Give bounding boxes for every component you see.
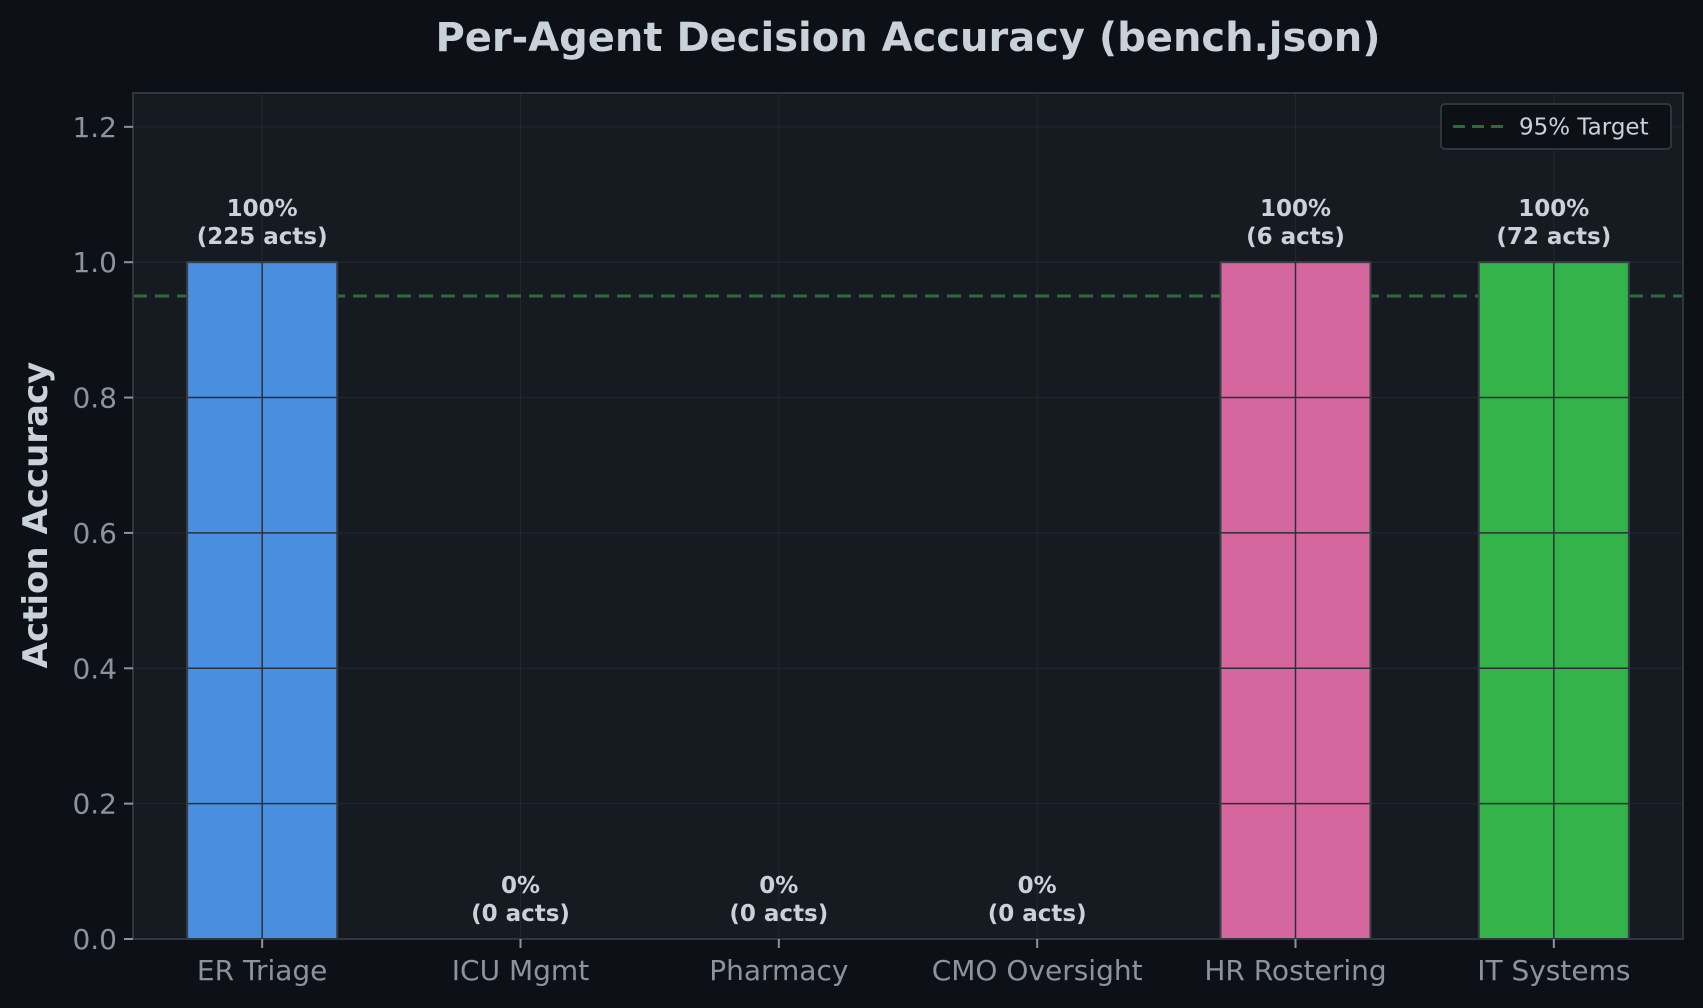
y-tick-label-6: 1.2 [72, 111, 117, 144]
x-tick-label-4: HR Rostering [1204, 954, 1386, 987]
bar-value-label-0-line-1: (225 acts) [197, 224, 328, 250]
x-tick-label-5: IT Systems [1477, 954, 1630, 987]
chart-title: Per-Agent Decision Accuracy (bench.json) [435, 15, 1380, 61]
y-tick-label-1: 0.2 [72, 788, 117, 821]
x-tick-label-2: Pharmacy [709, 954, 848, 987]
bar-value-label-0: 100% (225 acts) [197, 196, 328, 250]
legend: 95% Target [1440, 103, 1672, 150]
bar-grid-layer [187, 262, 1629, 939]
y-tick-label-4: 0.8 [72, 382, 117, 415]
bar-value-label-4-line-1: (6 acts) [1246, 224, 1345, 250]
plot-frame [132, 92, 1684, 940]
bar-labels-layer: 100% (225 acts)0% (0 acts)0% (0 acts)0% (0 a… [197, 196, 1612, 927]
bar-value-label-4-line-0: 100% [1260, 196, 1331, 222]
bar-value-label-2-line-0: 0% [759, 873, 798, 899]
bar-value-label-0-line-0: 100% [227, 196, 298, 222]
y-axis-label: Action Accuracy [16, 362, 56, 669]
bar-value-label-2: 0% (0 acts) [729, 873, 828, 927]
plot-area [133, 93, 1683, 939]
x-tick-label-3: CMO Oversight [932, 954, 1143, 987]
y-tick-label-0: 0.0 [72, 923, 117, 956]
legend-box [1440, 103, 1672, 150]
y-tick-label-5: 1.0 [72, 246, 117, 279]
y-tick-label-2: 0.4 [72, 652, 117, 685]
x-tick-label-0: ER Triage [197, 954, 327, 987]
axes-layer: 0.0 0.2 0.4 0.6 0.8 1.0 1.2 ER Triage ICU Mgmt Ph… [72, 92, 1684, 987]
bar-value-label-4: 100% (6 acts) [1246, 196, 1345, 250]
bar-value-label-3-line-1: (0 acts) [988, 901, 1087, 927]
bar-value-label-2-line-1: (0 acts) [729, 901, 828, 927]
x-tick-label-1: ICU Mgmt [452, 954, 589, 987]
y-tick-label-3: 0.6 [72, 517, 117, 550]
bar-value-label-1: 0% (0 acts) [471, 873, 570, 927]
legend-entry-label: 95% Target [1519, 115, 1649, 141]
bar-value-label-5-line-0: 100% [1518, 196, 1589, 222]
bar-value-label-1-line-0: 0% [501, 873, 540, 899]
bar-value-label-3: 0% (0 acts) [988, 873, 1087, 927]
bar-value-label-3-line-0: 0% [1018, 873, 1057, 899]
bar-value-label-5: 100% (72 acts) [1496, 196, 1611, 250]
bar-value-label-1-line-1: (0 acts) [471, 901, 570, 927]
bar-value-label-5-line-1: (72 acts) [1496, 224, 1611, 250]
